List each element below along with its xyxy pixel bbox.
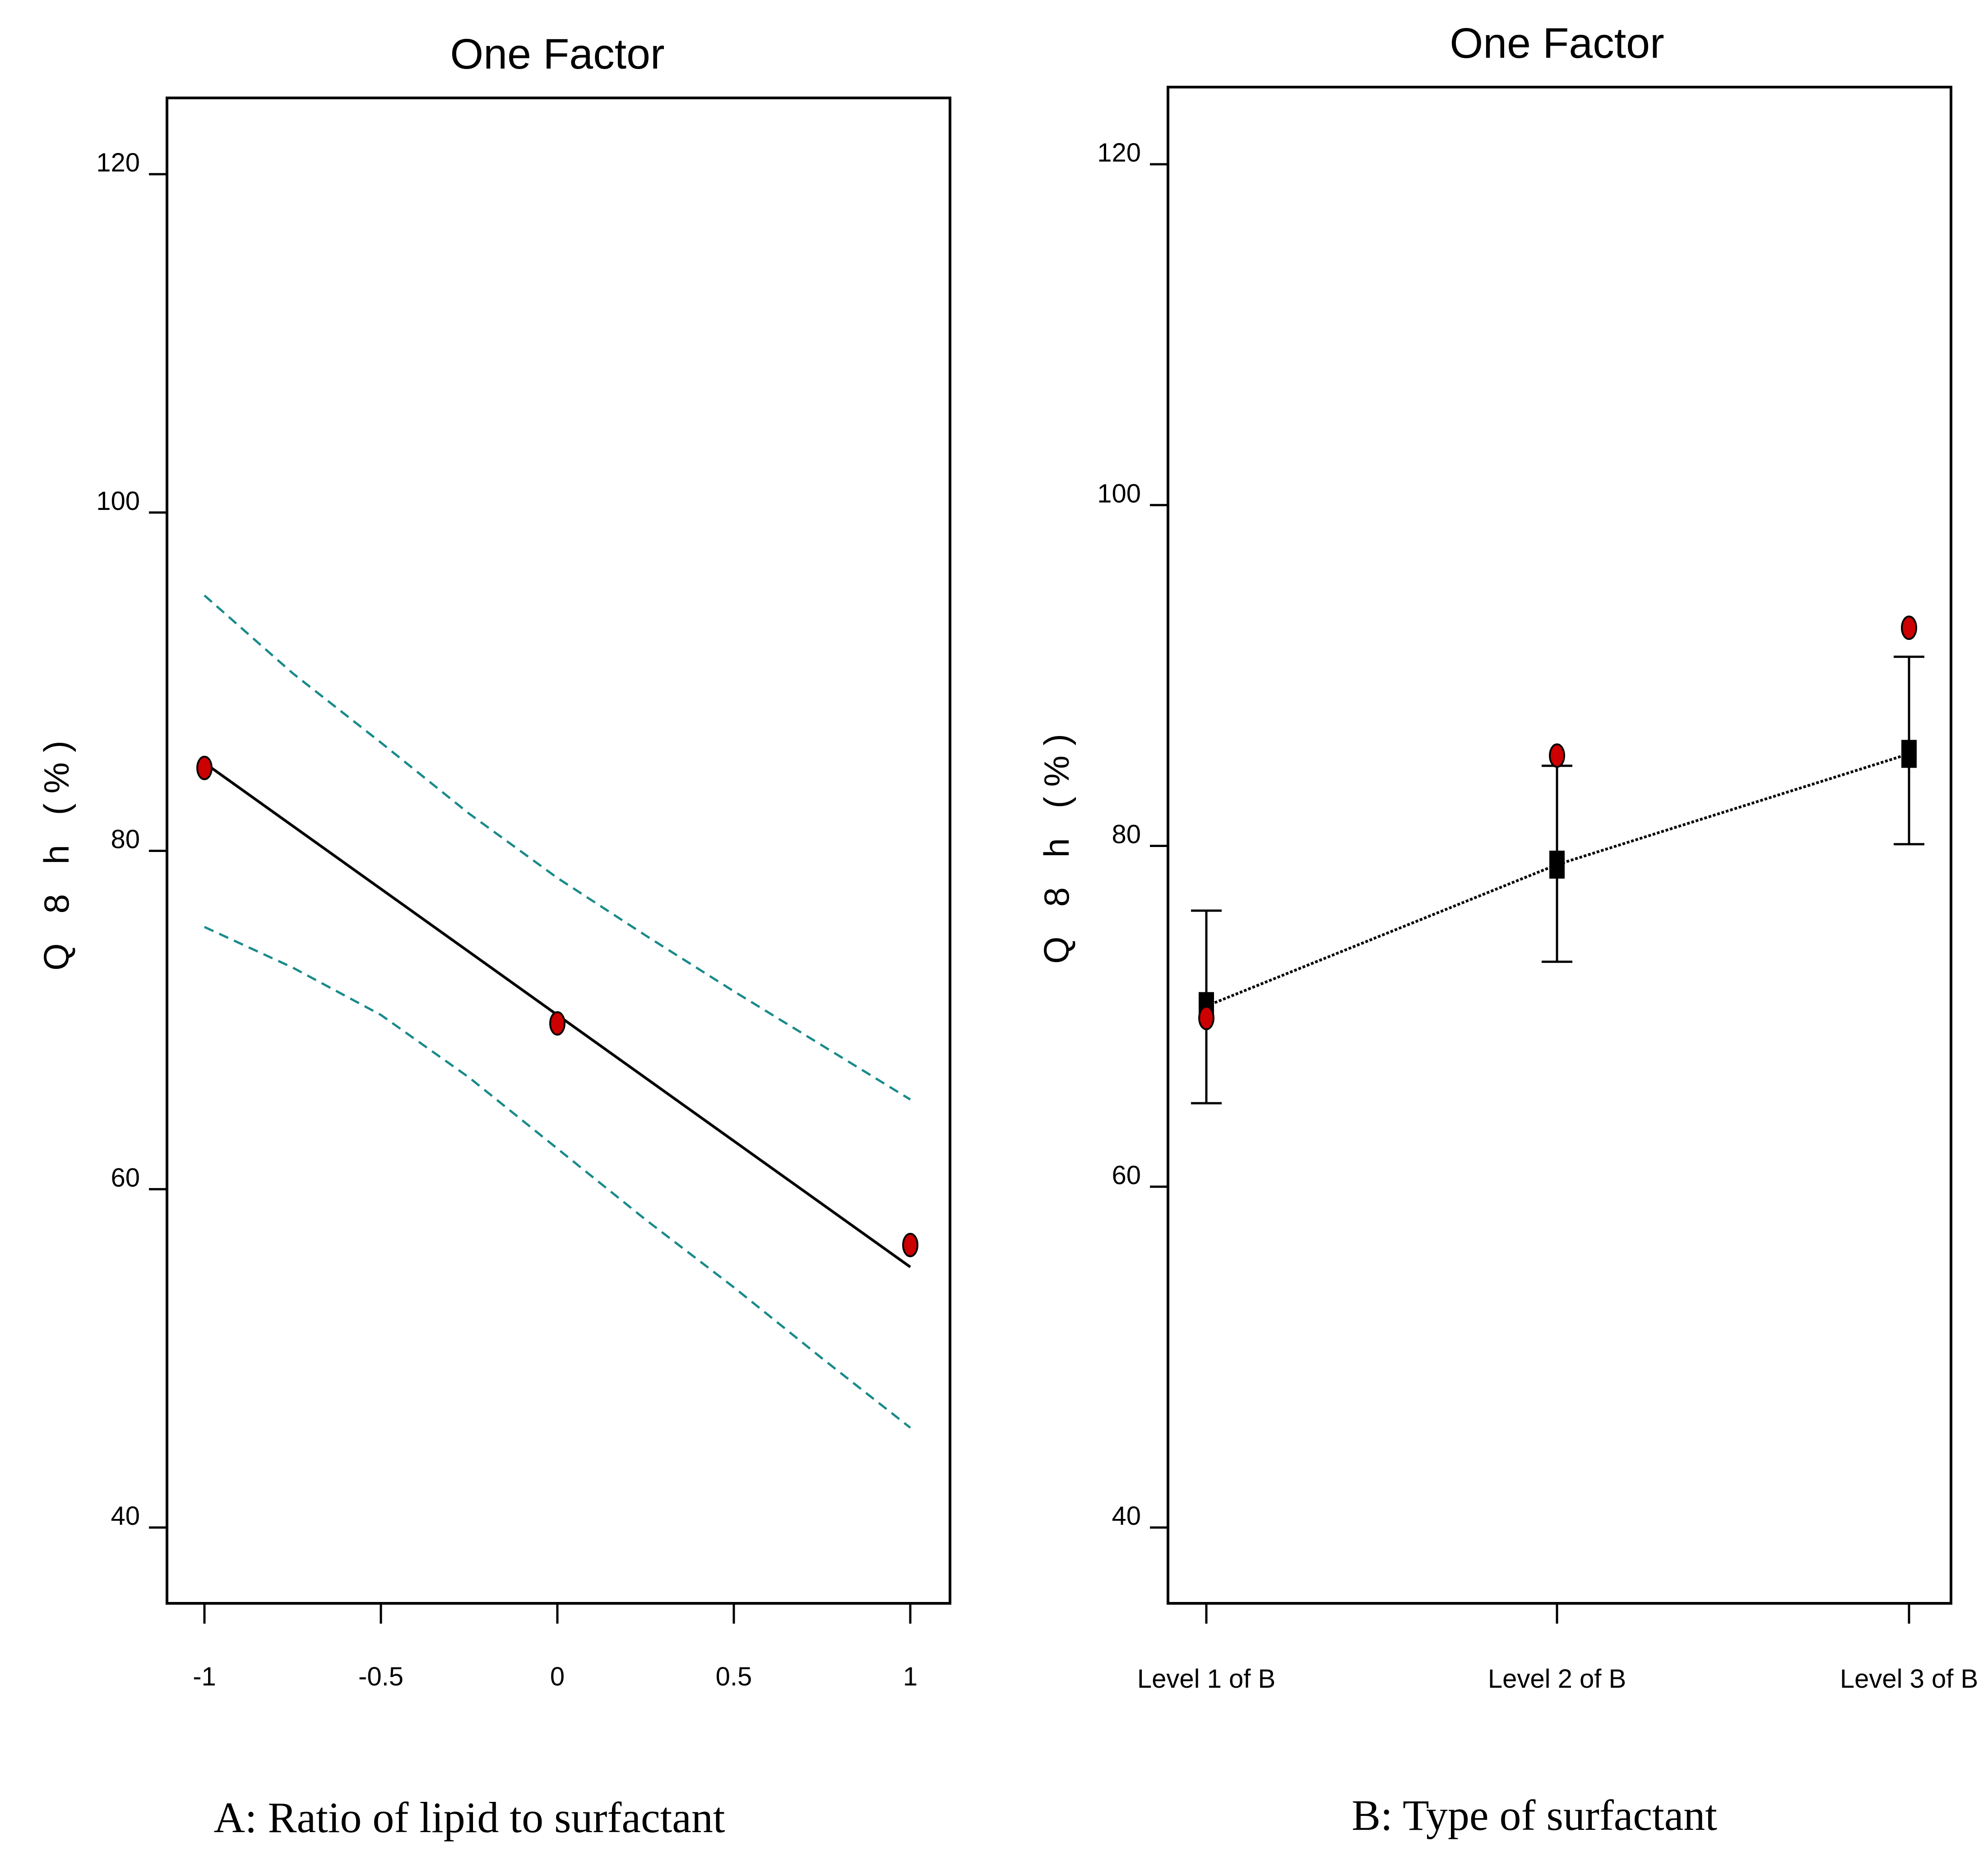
panel-a-y-tick-label: 40 — [111, 1501, 140, 1531]
panel-b-x-axis-label: B: Type of surfactant — [1352, 1791, 1717, 1839]
panel-b-design-point — [1198, 1005, 1214, 1030]
panel-b-mean-line — [1205, 752, 1909, 1008]
panel-a-x-tick-label: 0.5 — [716, 1662, 752, 1691]
panel-a-chart: One Factor 40 60 80 100 120 -1 -0.5 0 0.5 1 Q 8 … — [37, 30, 951, 1842]
panel-b-x-tick-label: Level 3 of B — [1840, 1664, 1978, 1694]
panel-a-design-point — [902, 1232, 918, 1257]
panel-a-title: One Factor — [450, 30, 664, 78]
panel-a-design-point — [549, 1011, 565, 1036]
panel-a-confidence-line — [204, 926, 911, 1429]
panel-b-design-point — [1901, 616, 1917, 640]
panel-b-series — [1205, 752, 1909, 1008]
panel-b-y-axis-label: Q 8 h (%) — [1037, 724, 1076, 964]
panel-b-error-bars — [1191, 655, 1924, 1105]
panel-a-y-axis: 40 60 80 100 120 — [96, 148, 167, 1531]
panel-a-y-axis-label: Q 8 h (%) — [37, 731, 76, 971]
panel-a-x-tick-label: -0.5 — [358, 1662, 403, 1691]
panel-a-y-tick-label: 100 — [96, 486, 140, 516]
panel-a-x-tick-label: -1 — [193, 1662, 216, 1691]
panel-b-title: One Factor — [1450, 19, 1664, 67]
panel-b-mean-marker — [1549, 851, 1565, 879]
panel-b-y-tick-label: 60 — [1112, 1161, 1141, 1190]
panel-b-y-axis: 40 60 80 100 120 — [1097, 138, 1168, 1531]
panel-a-y-tick-label: 120 — [96, 148, 140, 177]
panel-b-x-tick-label: Level 1 of B — [1137, 1664, 1275, 1694]
panel-b-y-tick-label: 100 — [1097, 479, 1141, 508]
panel-b-design-points — [1198, 616, 1917, 1030]
panel-b-plot-frame — [1167, 86, 1952, 1605]
panel-a-x-axis: -1 -0.5 0 0.5 1 — [193, 1603, 918, 1691]
panel-b-x-axis: Level 1 of B Level 2 of B Level 3 of B — [1137, 1603, 1978, 1694]
panel-b-design-point — [1549, 743, 1565, 768]
panel-a-confidence-line — [204, 594, 911, 1101]
panel-a-design-point — [196, 755, 213, 780]
panel-b-y-tick-label: 80 — [1112, 820, 1141, 849]
panel-b-y-tick-label: 40 — [1112, 1501, 1141, 1531]
panel-a-y-tick-label: 80 — [111, 825, 140, 854]
panel-b-x-tick-label: Level 2 of B — [1488, 1664, 1626, 1694]
panel-a-y-tick-label: 60 — [111, 1163, 140, 1192]
panel-b-mean-marker — [1901, 740, 1917, 768]
panel-a-plot-frame — [166, 97, 951, 1605]
panel-a-design-points — [196, 755, 918, 1257]
panel-a-x-axis-label: A: Ratio of lipid to surfactant — [213, 1793, 725, 1842]
panel-a-x-tick-label: 0 — [550, 1662, 565, 1691]
panel-a-x-tick-label: 1 — [903, 1662, 918, 1691]
panel-b-y-tick-label: 120 — [1097, 138, 1141, 167]
